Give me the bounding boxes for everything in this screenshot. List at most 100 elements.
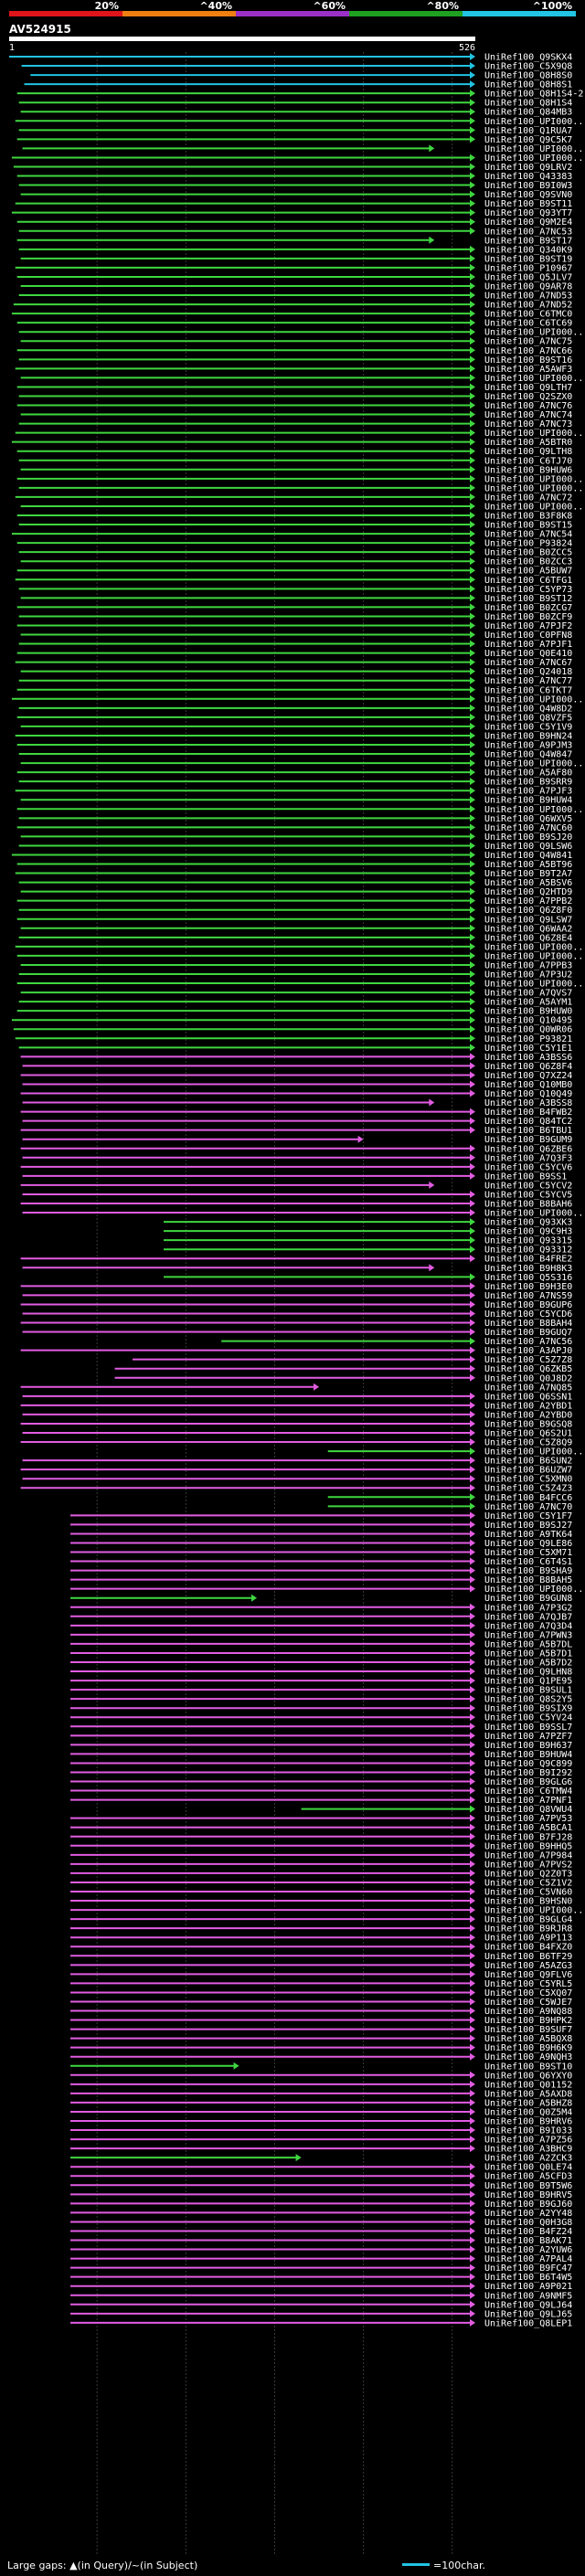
hit-row: UniRef100_B0ZCC3 — [20, 557, 572, 567]
hit-arrowhead — [470, 1612, 475, 1620]
hit-arrowhead — [470, 2181, 475, 2189]
hit-label: UniRef100_A5AYM1 — [484, 998, 572, 1008]
hit-label: UniRef100_B9I292 — [484, 1768, 572, 1778]
hit-arrowhead — [470, 1373, 475, 1382]
hit-arrowhead — [470, 933, 475, 941]
hit-arrowhead — [470, 557, 475, 566]
hit-arrowhead — [470, 1200, 475, 1207]
hit-row: UniRef100_C5Z8Q9 — [20, 1438, 572, 1448]
hit-label: UniRef100_UPI000... — [484, 1906, 585, 1916]
hit-arrowhead — [314, 1383, 320, 1391]
hit-row: UniRef100_Q9LHN8 — [70, 1668, 572, 1678]
hit-row: UniRef100_Q0LE74 — [70, 2163, 572, 2173]
hit-row: UniRef100_A7NQ85 — [20, 1383, 572, 1393]
hit-label: UniRef100_Q7XZ24 — [484, 1071, 572, 1081]
hit-row: UniRef100_Q0E410 — [16, 649, 572, 659]
hit-arrowhead — [470, 429, 475, 437]
hit-row: UniRef100_C6TMC0 — [11, 310, 572, 320]
hit-label: UniRef100_Q93XK3 — [484, 1218, 572, 1228]
hit-row: UniRef100_B9SSL7 — [70, 1723, 572, 1733]
hit-arrowhead — [470, 1447, 475, 1456]
hit-label: UniRef100_A2YUW6 — [484, 2245, 572, 2255]
hit-label: UniRef100_A9TK64 — [484, 1530, 572, 1540]
hit-row: UniRef100_A7P3U2 — [18, 970, 572, 981]
hit-label: UniRef100_B9SJ20 — [484, 832, 572, 843]
hit-rows: UniRef100_Q9SKX4UniRef100_C5X9Q8UniRef10… — [9, 53, 585, 2328]
hit-row: UniRef100_B7FJ28 — [70, 1832, 572, 1842]
hit-label: UniRef100_B9ST16 — [484, 355, 572, 366]
hit-row: UniRef100_Q9LRV2 — [13, 163, 572, 173]
hit-arrowhead — [470, 1988, 475, 1997]
hit-arrowhead — [470, 1860, 475, 1868]
hit-row: UniRef100_Q8VWU4 — [301, 1805, 572, 1815]
hit-label: UniRef100_A5AXD8 — [484, 2089, 572, 2099]
hit-arrowhead — [470, 1236, 475, 1245]
hit-label: UniRef100_P93821 — [484, 1034, 572, 1044]
hit-label: UniRef100_B9GUQ7 — [484, 1328, 572, 1338]
hit-arrowhead — [470, 1998, 475, 2006]
hit-label: UniRef100_Q01152 — [484, 2080, 572, 2090]
hit-row: UniRef100_A7ND52 — [13, 301, 572, 311]
hit-label: UniRef100_A5B7D1 — [484, 1648, 572, 1659]
hit-label: UniRef100_B9H637 — [484, 1741, 572, 1751]
hit-arrowhead — [470, 108, 475, 116]
hit-row: UniRef100_B9RJR8 — [70, 1924, 572, 1935]
hit-label: UniRef100_UPI000... — [484, 1447, 585, 1458]
hit-label: UniRef100_UPI000... — [484, 117, 585, 127]
hit-arrowhead — [470, 1805, 475, 1813]
hit-label: UniRef100_A5BUW7 — [484, 567, 572, 577]
hit-label: UniRef100_B9HHQ5 — [484, 1841, 572, 1851]
hit-arrowhead — [470, 731, 475, 739]
hit-arrowhead — [470, 814, 475, 822]
hit-label: UniRef100_B9HRV6 — [484, 2117, 572, 2127]
hit-arrowhead — [470, 942, 475, 950]
hit-row: UniRef100_UPI000... — [15, 942, 585, 952]
hit-arrowhead — [470, 980, 475, 988]
hit-label: UniRef100_A7NC60 — [484, 823, 572, 833]
hit-row: UniRef100_A7NC70 — [327, 1502, 572, 1512]
hit-row: UniRef100_UPI000... — [70, 1585, 585, 1595]
hit-row: UniRef100_A2YBD0 — [22, 1410, 572, 1420]
hit-label: UniRef100_B9SUL1 — [484, 1686, 572, 1696]
hit-arrowhead — [470, 1741, 475, 1749]
hit-arrowhead — [470, 1961, 475, 1969]
hit-arrowhead — [470, 62, 475, 70]
hit-label: UniRef100_A5B7D2 — [484, 1659, 572, 1669]
hit-arrowhead — [470, 2034, 475, 2042]
hit-row: UniRef100_A9NQH3 — [70, 2052, 572, 2062]
hit-arrowhead — [470, 1319, 475, 1327]
hit-label: UniRef100_A7QVS7 — [484, 989, 572, 999]
hit-row: UniRef100_A5AXD8 — [70, 2089, 572, 2099]
hit-row: UniRef100_Q5S316 — [164, 1273, 572, 1283]
hit-label: UniRef100_A5AWF3 — [484, 365, 572, 375]
hit-arrowhead — [429, 236, 435, 244]
hit-label: UniRef100_B6T4W5 — [484, 2273, 572, 2283]
hit-arrowhead — [470, 272, 475, 281]
hit-arrowhead — [470, 1823, 475, 1831]
hit-label: UniRef100_UPI000... — [484, 694, 585, 705]
hit-arrowhead — [470, 199, 475, 207]
hit-row: UniRef100_A7PJF2 — [16, 621, 572, 631]
hit-label: UniRef100_C5Y1E1 — [484, 1044, 572, 1054]
hit-arrowhead — [470, 135, 475, 143]
hit-row: UniRef100_Q10Q49 — [20, 1089, 572, 1099]
hit-row: UniRef100_C5YCV2 — [20, 1181, 572, 1191]
hit-label: UniRef100_Q6WAA2 — [484, 924, 572, 934]
hit-arrowhead — [470, 759, 475, 768]
scale-band-1 — [122, 11, 236, 16]
hit-arrowhead — [470, 832, 475, 841]
hit-arrowhead — [429, 144, 435, 153]
hit-arrowhead — [470, 512, 475, 519]
hit-label: UniRef100_C6TMC0 — [484, 310, 572, 320]
hit-label: UniRef100_Q9C5K7 — [484, 135, 572, 145]
scale-band-2 — [236, 11, 349, 16]
hit-label: UniRef100_A7P3G2 — [484, 1603, 572, 1613]
hit-row: UniRef100_Q6WXV5 — [18, 814, 572, 824]
hit-arrowhead — [470, 924, 475, 932]
hit-row: UniRef100_Q1RUA7 — [18, 126, 572, 136]
hit-label: UniRef100_B9I033 — [484, 2126, 572, 2136]
hit-row: UniRef100_C6T4S1 — [70, 1557, 572, 1567]
hit-arrowhead — [470, 2227, 475, 2235]
hit-arrowhead — [470, 2136, 475, 2144]
hit-label: UniRef100_Q84TC2 — [484, 1117, 572, 1127]
